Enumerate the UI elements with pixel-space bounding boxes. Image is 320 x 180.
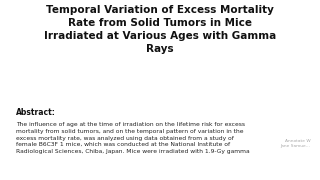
Text: Annotate W
Jane Samue...: Annotate W Jane Samue... <box>281 139 310 148</box>
Text: Abstract:: Abstract: <box>16 108 56 117</box>
Text: Temporal Variation of Excess Mortality
Rate from Solid Tumors in Mice
Irradiated: Temporal Variation of Excess Mortality R… <box>44 5 276 54</box>
Text: The influence of age at the time of irradiation on the lifetime risk for excess
: The influence of age at the time of irra… <box>16 122 250 154</box>
